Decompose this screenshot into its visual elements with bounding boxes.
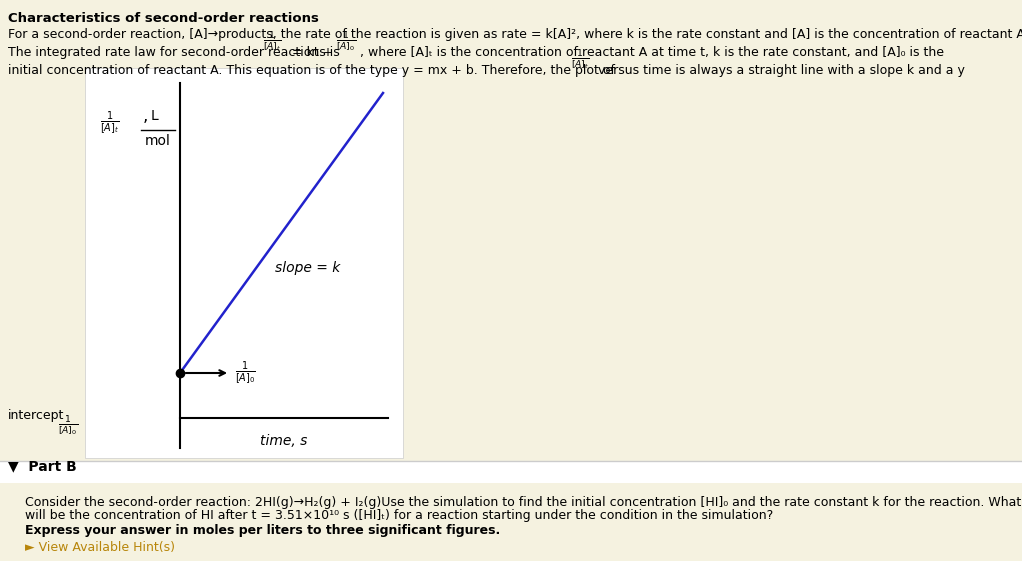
- Text: time, s: time, s: [261, 434, 308, 448]
- Text: $\frac{1}{[A]_0}$: $\frac{1}{[A]_0}$: [235, 360, 256, 387]
- Text: $\frac{1}{[A]_0}$: $\frac{1}{[A]_0}$: [58, 414, 78, 438]
- FancyBboxPatch shape: [85, 68, 403, 458]
- FancyBboxPatch shape: [0, 461, 1022, 561]
- Text: Characteristics of second-order reactions: Characteristics of second-order reaction…: [8, 12, 319, 25]
- Text: The integrated rate law for second-order reactions is: The integrated rate law for second-order…: [8, 46, 343, 59]
- Text: mol: mol: [145, 134, 171, 148]
- Text: $\frac{1}{[A]_t}$: $\frac{1}{[A]_t}$: [263, 30, 281, 54]
- Text: $\frac{1}{[A]_t}$: $\frac{1}{[A]_t}$: [571, 48, 590, 72]
- Text: ▼  Part B: ▼ Part B: [8, 459, 77, 473]
- Text: $\frac{1}{[A]_0}$: $\frac{1}{[A]_0}$: [336, 30, 356, 54]
- Text: will be the concentration of HI after t = 3.51×10¹⁰ s ([HI]ₜ) for a reaction sta: will be the concentration of HI after t …: [25, 509, 774, 522]
- Text: Consider the second-order reaction: 2HI(g)→H₂(g) + I₂(g)Use the simulation to fi: Consider the second-order reaction: 2HI(…: [25, 496, 1021, 509]
- Text: versus time is always a straight line with a slope k and a y: versus time is always a straight line wi…: [598, 64, 965, 77]
- Text: Express your answer in moles per liters to three significant figures.: Express your answer in moles per liters …: [25, 524, 500, 537]
- Text: L: L: [151, 109, 158, 123]
- Text: slope = k: slope = k: [275, 261, 340, 275]
- Text: ,: ,: [142, 107, 148, 125]
- Text: = kt +: = kt +: [292, 46, 333, 59]
- Text: intercept: intercept: [8, 410, 64, 422]
- Text: initial concentration of reactant A. This equation is of the type y = mx + b. Th: initial concentration of reactant A. Thi…: [8, 64, 619, 77]
- Text: ► View Available Hint(s): ► View Available Hint(s): [25, 541, 175, 554]
- Text: , where [A]ₜ is the concentration of reactant A at time t, k is the rate constan: , where [A]ₜ is the concentration of rea…: [360, 46, 944, 59]
- Text: $\frac{1}{[A]_t}$: $\frac{1}{[A]_t}$: [100, 109, 120, 136]
- FancyBboxPatch shape: [0, 461, 1022, 483]
- Text: For a second-order reaction, [A]→products, the rate of the reaction is given as : For a second-order reaction, [A]→product…: [8, 28, 1022, 41]
